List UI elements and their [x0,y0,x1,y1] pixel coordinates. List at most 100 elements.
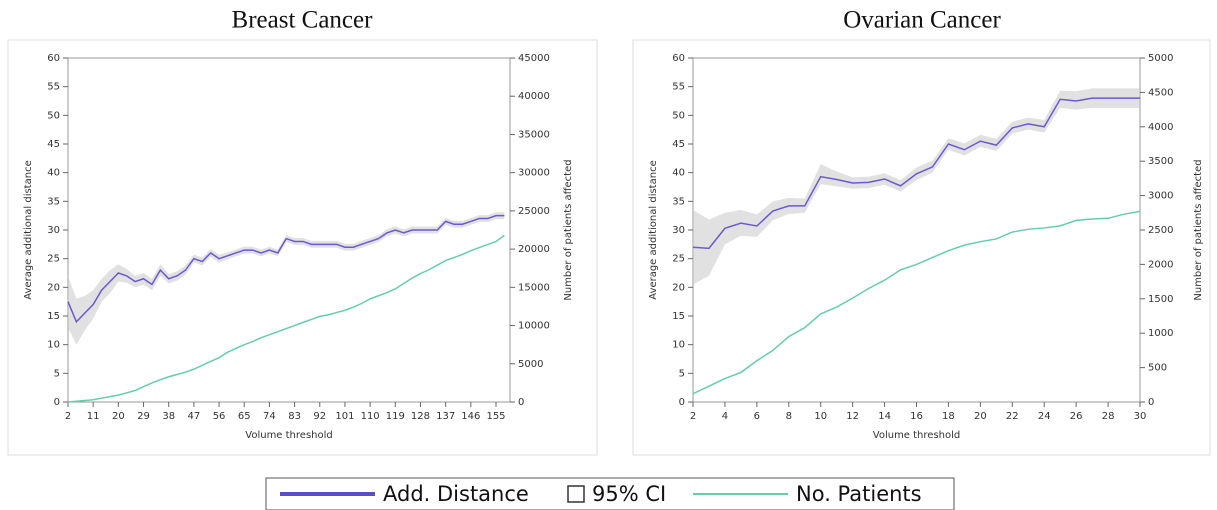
panel-frame [7,39,598,456]
x-tick-label: 137 [436,411,455,422]
x-tick-label: 11 [87,411,100,422]
y2-tick-label: 0 [518,397,524,408]
x-tick-label: 28 [1102,411,1115,422]
ci-band [68,212,505,345]
x-tick-label: 110 [361,411,380,422]
y-axis-label: Average additional distance [23,160,34,299]
data-line [692,210,1141,395]
y-tick-label: 10 [672,340,685,351]
x-axis-label: Volume threshold [873,430,960,441]
legend-label: No. Patients [796,482,922,506]
y-tick-label: 35 [47,196,60,207]
y-tick-label: 0 [679,397,685,408]
y2-tick-label: 1500 [1148,294,1173,305]
y2-tick-label: 10000 [518,321,550,332]
y2-tick-label: 500 [1148,363,1167,374]
y-tick-label: 40 [672,168,685,179]
ci-band [693,88,1140,285]
y2-axis-label: Number of patients affected [1193,159,1204,300]
x-tick-label: 10 [814,411,827,422]
x-tick-label: 2 [65,411,71,422]
y2-tick-label: 25000 [518,206,550,217]
x-tick-label: 30 [1134,411,1147,422]
x-tick-label: 128 [411,411,430,422]
plot-frame [67,57,511,403]
legend-label: 95% CI [592,482,666,506]
y2-tick-label: 15000 [518,282,550,293]
y2-tick-label: 45000 [518,53,550,64]
x-tick-label: 146 [461,411,480,422]
y2-tick-label: 20000 [518,244,550,255]
y-tick-label: 20 [672,282,685,293]
legend-frame [265,477,955,510]
x-tick-label: 47 [188,411,201,422]
data-line [692,97,1140,250]
y-tick-label: 55 [47,82,60,93]
y2-tick-label: 4500 [1148,87,1173,98]
x-tick-label: 83 [288,411,301,422]
y-tick-label: 30 [672,225,685,236]
x-axis-label: Volume threshold [245,430,332,441]
x-tick-label: 38 [162,411,175,422]
y-tick-label: 50 [47,110,60,121]
y-tick-label: 15 [672,311,685,322]
y-tick-label: 45 [47,139,60,150]
y2-tick-label: 1000 [1148,328,1173,339]
data-line [67,234,505,403]
x-tick-label: 29 [137,411,150,422]
x-tick-label: 92 [313,411,326,422]
y-tick-label: 60 [672,53,685,64]
y2-tick-label: 3500 [1148,156,1173,167]
y-tick-label: 10 [47,340,60,351]
legend-label: Add. Distance [383,482,529,506]
y-tick-label: 15 [47,311,60,322]
y2-tick-label: 2000 [1148,259,1173,270]
x-tick-label: 12 [846,411,859,422]
chart-title: Breast Cancer [232,7,374,34]
y2-tick-label: 30000 [518,168,550,179]
y2-tick-label: 5000 [1148,53,1173,64]
x-tick-label: 20 [974,411,987,422]
y-tick-label: 55 [672,82,685,93]
y2-tick-label: 2500 [1148,225,1173,236]
y-tick-label: 40 [47,168,60,179]
y-tick-label: 45 [672,139,685,150]
y2-tick-label: 3000 [1148,191,1173,202]
y-tick-label: 50 [672,110,685,121]
x-tick-label: 155 [486,411,505,422]
y-tick-label: 0 [54,397,60,408]
x-tick-label: 101 [335,411,354,422]
x-tick-label: 20 [112,411,125,422]
x-tick-label: 26 [1070,411,1083,422]
x-tick-label: 6 [754,411,760,422]
panel-frame [632,39,1211,456]
y2-tick-label: 4000 [1148,122,1173,133]
legend-swatch [567,485,585,503]
y2-tick-label: 5000 [518,359,543,370]
y2-tick-label: 35000 [518,129,550,140]
x-tick-label: 65 [238,411,251,422]
chart-title: Ovarian Cancer [843,7,1001,34]
y2-tick-label: 0 [1148,397,1154,408]
y2-tick-label: 40000 [518,91,550,102]
data-line [67,214,505,324]
y-tick-label: 5 [679,368,685,379]
y-tick-label: 35 [672,196,685,207]
y-tick-label: 20 [47,282,60,293]
x-tick-label: 14 [878,411,891,422]
x-tick-label: 22 [1006,411,1019,422]
x-tick-label: 16 [910,411,923,422]
x-tick-label: 8 [786,411,792,422]
x-tick-label: 24 [1038,411,1051,422]
x-tick-label: 2 [690,411,696,422]
x-tick-label: 18 [942,411,955,422]
y-tick-label: 30 [47,225,60,236]
x-tick-label: 74 [263,411,276,422]
y-tick-label: 25 [47,254,60,265]
y-tick-label: 60 [47,53,60,64]
y-tick-label: 25 [672,254,685,265]
x-tick-label: 56 [213,411,226,422]
x-tick-label: 119 [386,411,405,422]
x-tick-label: 4 [722,411,728,422]
